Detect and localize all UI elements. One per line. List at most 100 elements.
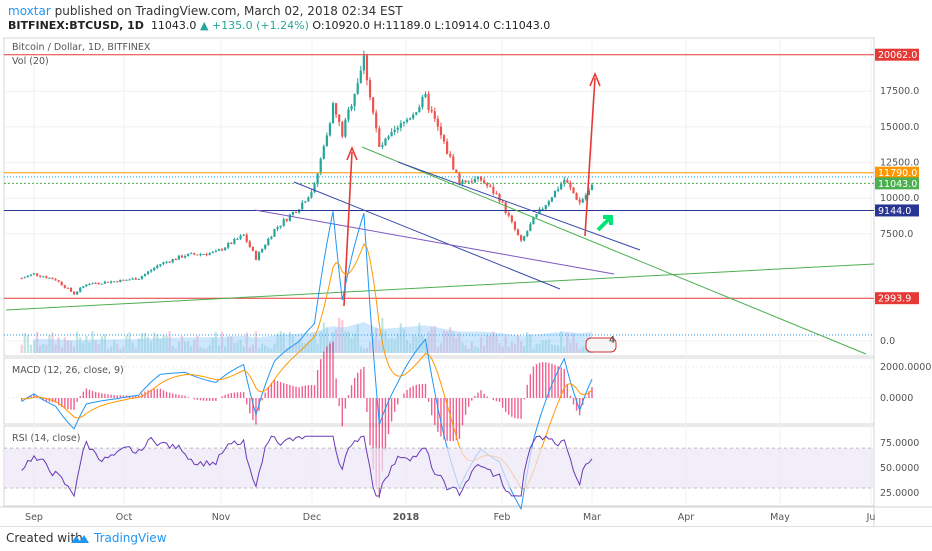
candle	[76, 291, 79, 295]
volume-bar	[264, 345, 267, 353]
candle	[378, 128, 381, 147]
projection-line	[343, 151, 353, 307]
volume-bar	[128, 332, 131, 353]
volume-bar	[353, 333, 356, 353]
volume-bar	[378, 340, 381, 353]
volume-bar	[510, 341, 513, 353]
candle	[359, 70, 362, 84]
publish-header: moxtar published on TradingView.com, Mar…	[8, 4, 403, 18]
volume-bar	[208, 344, 211, 353]
ticker-last: 11043.0	[150, 19, 197, 32]
candle	[276, 227, 279, 230]
volume-bar	[72, 346, 76, 353]
volume-bar	[430, 326, 433, 353]
volume-bar	[553, 345, 557, 353]
candle	[208, 252, 211, 255]
candle	[156, 265, 159, 268]
candle	[523, 236, 526, 241]
volume-bar	[214, 331, 217, 353]
trading-chart[interactable]: 0.07500.010000.012500.015000.017500.0225…	[0, 34, 932, 526]
volume-bar	[106, 348, 110, 353]
candle	[45, 276, 48, 279]
arrow-head-icon	[589, 71, 601, 87]
main-panel[interactable]	[3, 37, 875, 357]
volume-bar	[350, 338, 353, 353]
volume-bar	[276, 333, 279, 353]
volume-bar	[464, 345, 467, 353]
tradingview-logo-icon	[71, 535, 89, 543]
candle	[368, 80, 372, 98]
candle	[279, 225, 282, 228]
volume-bar	[535, 343, 538, 353]
ticker-symbol[interactable]: BITFINEX:BTCUSD, 1D	[8, 19, 144, 32]
open-label: O:	[312, 19, 325, 32]
volume-bar	[486, 335, 489, 353]
candle	[581, 199, 584, 203]
volume-bar	[538, 343, 541, 353]
volume-bar	[51, 332, 54, 353]
volume-bar	[325, 327, 328, 353]
volume-bar	[291, 336, 295, 353]
time-axis[interactable]: Sep Oct Nov Dec 2018 Feb Mar Apr May Ju	[25, 512, 875, 523]
volume-bar	[233, 342, 236, 353]
volume-bar	[150, 341, 153, 353]
rsi-legend: RSI (14, close)	[12, 433, 80, 444]
grid	[4, 38, 874, 506]
candle	[146, 271, 150, 274]
candle	[381, 145, 384, 147]
volume-bar	[109, 346, 113, 353]
open-value: 10920.0	[324, 19, 371, 32]
up-arrow-icon: ▲	[199, 19, 209, 32]
volume-bar	[48, 335, 51, 353]
flag-icon[interactable]	[585, 337, 617, 353]
candle	[563, 179, 566, 184]
candle	[51, 277, 54, 280]
candle	[128, 279, 131, 281]
candle	[267, 238, 270, 246]
volume-bar	[224, 346, 227, 353]
brand-name[interactable]: TradingView	[94, 531, 167, 545]
candle	[452, 156, 455, 170]
high-label: H:	[373, 19, 386, 32]
candle	[495, 193, 498, 195]
volume-bar	[248, 347, 251, 353]
volume-bar	[482, 345, 486, 353]
candle	[103, 281, 107, 284]
volume-bar	[427, 331, 430, 353]
candle	[177, 255, 180, 260]
volume-bar	[393, 339, 396, 353]
volume-bar	[85, 335, 88, 353]
volume-bar	[32, 340, 36, 353]
candle	[584, 195, 587, 200]
volume-bar	[45, 344, 48, 353]
candle	[412, 114, 415, 119]
fan-line	[254, 209, 615, 275]
volume-bar	[467, 348, 470, 353]
candle	[32, 273, 36, 275]
volume-bar	[251, 344, 254, 353]
candle	[347, 109, 350, 120]
price-tick-label: 12500.0	[880, 158, 919, 169]
volume-bar	[230, 336, 233, 353]
price-tick-label: 10000.0	[880, 193, 919, 204]
volume-bar	[199, 347, 202, 353]
volume-bar	[412, 334, 415, 353]
price-axis[interactable]: 0.07500.010000.012500.015000.017500.0225…	[875, 34, 931, 499]
volume-bar	[177, 341, 180, 353]
candle	[353, 93, 356, 107]
author-name[interactable]: moxtar	[8, 4, 51, 18]
price-level-tag	[875, 48, 919, 61]
rsi-tick-label: 25.0000	[880, 488, 919, 499]
candle	[220, 249, 224, 251]
volume-bar	[563, 346, 566, 353]
candle	[387, 136, 390, 139]
volume-bar	[63, 337, 66, 353]
candle	[257, 252, 261, 260]
candle	[217, 249, 221, 251]
candle	[239, 235, 242, 239]
candle	[430, 109, 433, 112]
candle	[205, 253, 208, 255]
volume-bar	[449, 327, 452, 353]
volume-bar	[159, 339, 162, 353]
volume-bar	[54, 344, 57, 353]
